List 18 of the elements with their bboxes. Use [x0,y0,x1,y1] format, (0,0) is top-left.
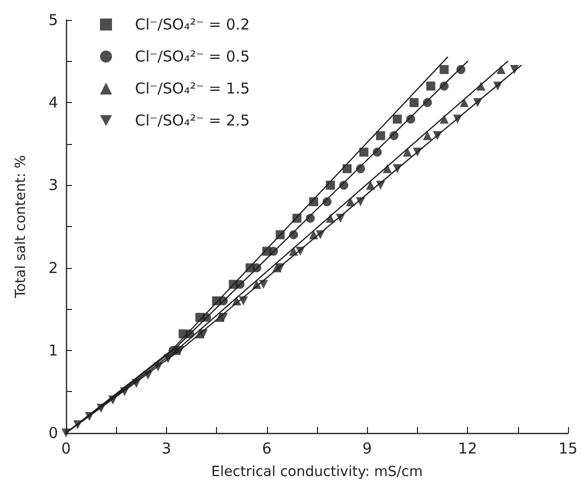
legend-label: Cl⁻/SO₄²⁻ = 0.2 [135,16,250,34]
x-axis-title: Electrical conductivity: mS/cm [211,464,423,480]
y-axis-title: Total salt content: % [13,155,29,299]
legend-label: Cl⁻/SO₄²⁻ = 1.5 [135,80,250,98]
x-tick-label: 3 [162,440,172,458]
x-tick-label: 12 [458,440,478,458]
x-tick-label: 15 [558,440,578,458]
y-tick-label: 5 [48,11,58,29]
legend-label: Cl⁻/SO₄²⁻ = 0.5 [135,48,250,66]
y-tick-label: 0 [48,424,58,442]
y-tick-label: 4 [48,94,58,112]
x-tick-label: 9 [362,440,372,458]
x-tick-label: 0 [61,440,71,458]
y-tick-label: 2 [48,258,58,277]
y-tick-label: 1 [48,341,58,360]
y-tick-label: 3 [48,176,58,194]
x-tick-label: 6 [262,440,272,458]
legend-label: Cl⁻/SO₄²⁻ = 2.5 [135,112,250,130]
